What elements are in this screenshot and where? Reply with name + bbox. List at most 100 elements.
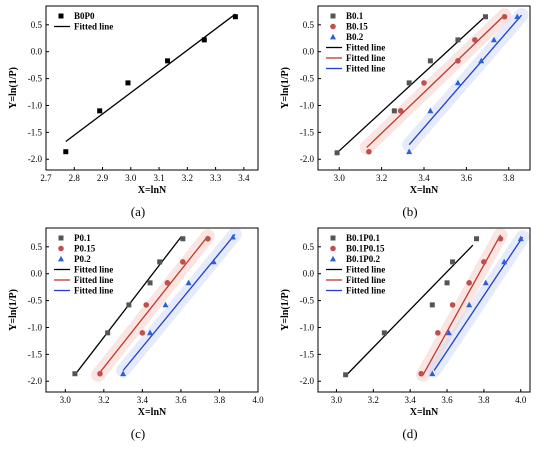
data-point (381, 330, 387, 336)
y-tick-label: 0.5 (303, 242, 315, 252)
panel-label-b: (b) (402, 204, 418, 219)
legend-fitted-label: Fitted line (74, 265, 113, 275)
data-point (397, 108, 404, 114)
x-tick-label: 3.4 (238, 173, 250, 183)
data-point (435, 330, 441, 336)
x-tick-label: 3.1 (153, 173, 164, 183)
legend-marker (330, 23, 336, 30)
legend-series-label: B0.1 (346, 11, 364, 21)
data-point (427, 58, 433, 64)
x-tick-label: 2.8 (69, 173, 81, 183)
x-tick-label: 3.8 (478, 395, 490, 405)
legend-fitted-label: Fitted line (74, 22, 113, 32)
data-point (501, 258, 508, 265)
y-tick-label: -1.5 (300, 349, 315, 359)
x-tick-label: 3.0 (334, 173, 346, 183)
data-point (490, 36, 497, 43)
chart-panel-d: 3.0 3.2 3.4 3.6 3.8 4.0 -2.0 -1.5 -1.0 -0.5 0.0 0.5… (280, 227, 531, 418)
data-point (366, 148, 372, 155)
data-point (472, 37, 478, 43)
data-point (482, 279, 489, 286)
data-point (229, 233, 236, 240)
panel-label-a: (a) (130, 204, 146, 219)
x-axis-label: X=lnN (138, 185, 167, 196)
data-point (481, 259, 487, 265)
data-point (97, 108, 103, 114)
data-point (391, 108, 397, 114)
data-point (514, 13, 521, 20)
legend-marker (330, 255, 336, 262)
legend-series-label: B0.1P0.2 (346, 254, 381, 264)
data-point (120, 370, 127, 377)
x-tick-label: 3.2 (182, 173, 193, 183)
data-point (466, 301, 473, 308)
data-point (497, 235, 504, 242)
data-point (482, 14, 488, 20)
data-point (63, 149, 69, 155)
data-point (125, 80, 131, 86)
data-point (427, 107, 434, 114)
legend-series-label: P0.15 (74, 244, 96, 254)
legend-series-label: B0.1P0.15 (346, 244, 385, 254)
legend-marker (330, 245, 336, 252)
data-point (450, 259, 456, 265)
fitted-line-c-1 (97, 235, 209, 376)
x-tick-label: 3.6 (461, 173, 473, 183)
y-tick-label: -1.0 (28, 100, 43, 110)
data-point (205, 235, 211, 242)
data-point (501, 13, 508, 20)
y-tick-label: 0.0 (303, 269, 315, 279)
legend-marker (330, 33, 336, 40)
data-point (517, 235, 524, 242)
panel-label-c: (c) (130, 426, 146, 441)
data-point (105, 330, 111, 336)
x-tick-label: 3.8 (214, 395, 226, 405)
data-point (444, 280, 450, 286)
y-tick-label: 0.5 (31, 20, 43, 30)
data-point (147, 329, 154, 336)
fitted-line-d-1 (422, 234, 502, 376)
x-axis-label: X=lnN (410, 407, 439, 418)
data-point (406, 80, 412, 86)
plot-frame-a (45, 5, 259, 171)
data-point (418, 370, 425, 377)
fitted-line-d-2 (433, 236, 524, 371)
data-point (157, 259, 163, 265)
y-tick-label: -2.0 (28, 376, 43, 386)
data-point (421, 80, 427, 86)
legend-fitted-label: Fitted line (346, 53, 385, 63)
data-point (143, 302, 150, 308)
data-point (185, 279, 192, 286)
y-tick-label: -2.0 (300, 154, 315, 164)
fitted-line-c-2 (122, 234, 236, 371)
y-tick-label: -1.0 (300, 100, 315, 110)
x-tick-label: 3.2 (368, 395, 379, 405)
data-point (126, 302, 132, 308)
y-axis-label: Y=ln(1/P) (280, 67, 291, 109)
x-axis-label: X=lnN (138, 407, 167, 418)
x-tick-label: 3.0 (331, 395, 343, 405)
data-point (474, 236, 480, 242)
data-point (406, 148, 413, 155)
chart-panel-b: 3.0 3.2 3.4 3.6 3.8 -2.0 -1.5 -1.0 -0.5 0.0 0.5 X=l… (280, 5, 531, 196)
y-tick-label: -0.5 (28, 296, 43, 306)
x-tick-label: 3.8 (503, 173, 515, 183)
legend-series-label: B0.15 (346, 22, 368, 32)
legend-marker (58, 13, 64, 19)
data-point (232, 14, 238, 20)
legend-series-label: B0.1P0.1 (346, 233, 381, 243)
data-point (449, 302, 456, 308)
legend-series-label: P0.2 (74, 254, 91, 264)
y-tick-label: 0.5 (31, 242, 43, 252)
legend-fitted-label: Fitted line (346, 43, 385, 53)
legend-fitted-label: Fitted line (346, 64, 385, 74)
data-point (180, 259, 186, 265)
data-point (455, 58, 461, 64)
x-tick-label: 3.2 (376, 173, 387, 183)
legend-series-label: P0.1 (74, 233, 91, 243)
y-axis-label: Y=ln(1/P) (8, 67, 19, 109)
legend-fitted-label: Fitted line (346, 265, 385, 275)
y-tick-label: 0.5 (303, 20, 315, 30)
data-point (180, 236, 186, 242)
